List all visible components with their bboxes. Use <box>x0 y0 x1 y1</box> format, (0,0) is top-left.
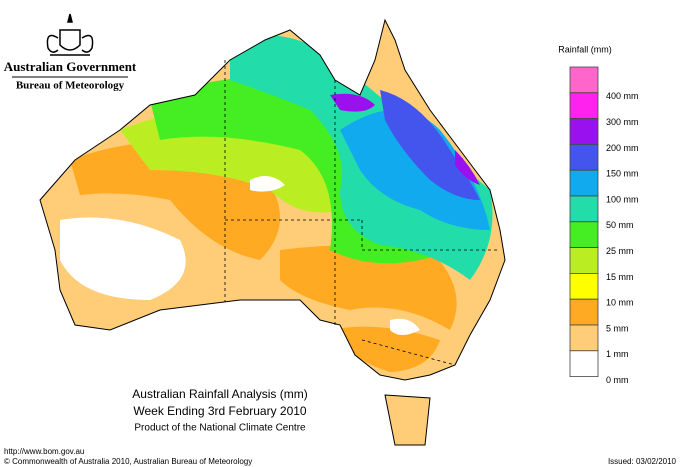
government-name: Australian Government <box>4 59 137 74</box>
legend-label: 50 mm <box>606 220 634 230</box>
legend-swatch <box>569 143 599 171</box>
footer-url: http://www.bom.gov.au <box>4 447 84 456</box>
legend-swatch <box>569 66 599 94</box>
map-credit: Product of the National Climate Centre <box>134 423 306 434</box>
legend-swatch <box>569 221 599 249</box>
map-title: Australian Rainfall Analysis (mm) <box>132 387 307 401</box>
footer-copyright: © Commonwealth of Australia 2010, Austra… <box>4 457 252 466</box>
bureau-name: Bureau of Meteorology <box>16 80 125 92</box>
legend: 400 mm 300 mm 200 mm 150 mm 100 mm 50 mm 25 mm… <box>569 66 639 385</box>
zone-100mm <box>340 110 490 230</box>
zone-150mm <box>380 90 480 200</box>
coat-of-arms <box>46 13 94 56</box>
zone-dry <box>250 176 420 335</box>
legend-label: 15 mm <box>606 272 634 282</box>
legend-swatch <box>569 92 599 120</box>
map-subtitle: Week Ending 3rd February 2010 <box>133 404 307 418</box>
zone-5mm <box>330 326 440 372</box>
legend-swatch <box>569 118 599 145</box>
coastline <box>39 18 506 446</box>
zone-5mm <box>280 245 457 330</box>
legend-swatch <box>569 247 599 274</box>
legend-label: 5 mm <box>606 323 629 333</box>
legend-label: 400 mm <box>606 91 639 101</box>
legend-title: Rainfall (mm) <box>558 44 612 54</box>
legend-label: 100 mm <box>606 194 639 204</box>
legend-swatch <box>569 324 599 352</box>
footer-issued: Issued: 03/02/2010 <box>608 457 677 466</box>
legend-swatch <box>569 272 599 300</box>
zone-200mm <box>330 93 480 185</box>
zone-dry <box>60 217 186 300</box>
legend-label: 150 mm <box>606 169 639 179</box>
legend-label: 1 mm <box>606 349 629 359</box>
legend-swatch <box>569 169 599 197</box>
state-borders <box>224 60 500 366</box>
legend-label: 0 mm <box>606 375 629 385</box>
legend-swatch <box>569 195 599 223</box>
legend-label: 200 mm <box>606 143 639 153</box>
legend-swatch <box>569 298 599 326</box>
legend-swatch <box>569 350 599 377</box>
legend-label: 25 mm <box>606 246 634 256</box>
legend-label: 10 mm <box>606 298 634 308</box>
legend-label: 300 mm <box>606 117 639 127</box>
